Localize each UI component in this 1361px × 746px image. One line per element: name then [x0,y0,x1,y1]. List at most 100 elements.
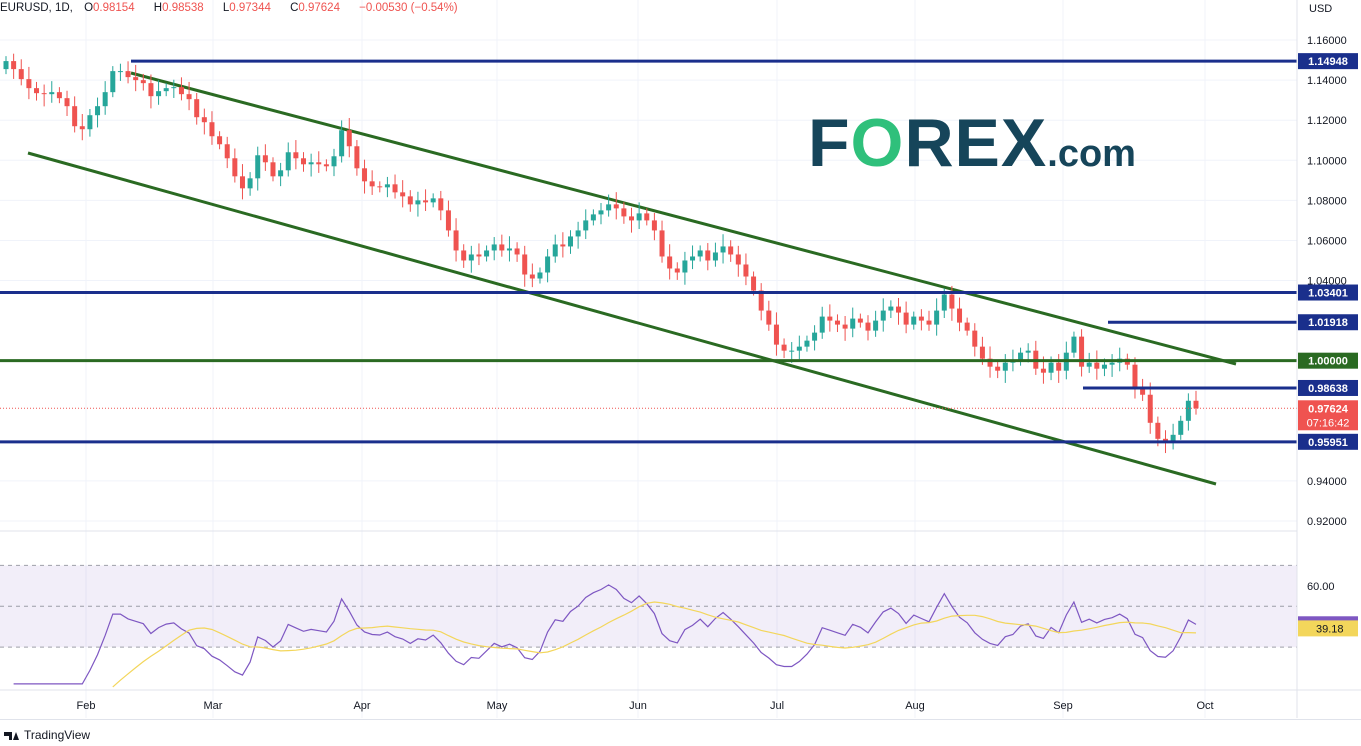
candle-body [888,306,894,311]
candle-body [369,181,375,187]
candle-body [560,244,566,247]
candle-body [194,99,200,118]
candle-body [789,350,795,352]
logo-f: F [808,105,851,181]
candle-body [1002,362,1008,371]
candle-body [972,330,978,347]
candle-body [453,230,459,251]
price-tick-label: 1.16000 [1307,35,1347,47]
candle-body [323,164,329,167]
candle-body [728,246,734,255]
candle-body [552,244,558,257]
candle-body [674,268,680,273]
price-tick-label: 1.10000 [1307,155,1347,167]
candle-body [819,316,825,333]
low-value: 0.97344 [229,2,271,14]
candle-body [400,192,406,197]
candle-body [438,198,444,211]
candle-body [362,168,368,182]
candle-body [278,170,284,177]
candle-body [148,83,154,97]
candle-body [110,71,116,93]
candle-body [133,77,139,81]
candle-body [873,320,879,331]
candle-body [407,196,413,205]
candle-body [468,254,474,261]
candle-body [796,346,802,351]
candle-body [567,236,573,247]
candle-body [621,208,627,217]
candle-body [682,260,688,273]
candle-body [262,155,268,163]
month-label: Oct [1196,700,1213,712]
candle-body [156,91,162,97]
candle-body [1140,388,1146,395]
level-badge-label: 1.01918 [1308,317,1348,329]
high-label: H [153,2,163,14]
candle-body [255,155,261,179]
candle-body [598,210,604,215]
price-tick-label: 0.94000 [1307,476,1347,488]
candle-body [903,312,909,325]
high-value: 0.98538 [162,2,204,14]
candle-body [339,130,345,157]
candle-body [224,144,230,159]
candle-body [1094,362,1100,369]
candle-body [186,94,192,100]
candle-body [659,230,665,257]
candle-body [79,126,85,130]
candle-body [545,256,551,273]
candle-body [1185,400,1191,421]
candle-body [941,294,947,311]
level-badge-label: 1.03401 [1308,288,1348,300]
candle-body [812,332,818,341]
price-tick-label: 1.14000 [1307,75,1347,87]
candle-body [201,117,207,123]
candle-body [705,250,711,261]
candle-body [949,294,955,309]
candle-body [1147,394,1153,423]
candle-body [964,322,970,331]
level-badge [1298,433,1358,450]
candle-body [331,156,337,167]
candle-body [880,310,886,321]
candle-body [583,220,589,231]
candle-body [308,162,314,165]
levels-layer: 1.14948 1.03401 1.01918 1.00000 0.98638 0.959… [0,53,1358,450]
channel-layer [27,71,1237,486]
candle-body [140,80,146,84]
candle-body [445,210,451,231]
candle-body [1018,352,1024,361]
candle-body [934,310,940,325]
candle-body [1155,422,1161,439]
footer-bar: TradingView [0,719,1361,746]
candle-body [491,244,497,251]
month-label: Jun [629,700,647,712]
candle-body [773,324,779,345]
tradingview-icon [4,730,19,741]
candle-body [125,71,131,78]
candle-body [247,178,253,189]
month-label: Aug [905,700,925,712]
month-label: Sep [1053,700,1073,712]
candle-body [1048,362,1054,373]
rsi-tick-label: 60.00 [1307,581,1335,593]
candle-body [171,87,177,89]
candle-body [1086,362,1092,367]
candle-body [18,69,24,80]
candle-body [87,115,93,130]
candle-body [529,274,535,279]
channel-lower-line [27,151,1217,486]
candle-body [484,250,490,257]
candle-body [751,276,757,291]
candle-body [506,248,512,251]
candle-body [758,290,764,311]
candle-body [476,254,482,257]
rsi-ma-line [112,601,1197,688]
tradingview-logo[interactable]: TradingView [4,728,90,742]
forex-logo: FOREX.com [808,104,1136,182]
currency-label: USD [1309,3,1332,15]
rsi-ma-label: 39.18 [1316,623,1344,635]
candle-body [117,71,123,73]
